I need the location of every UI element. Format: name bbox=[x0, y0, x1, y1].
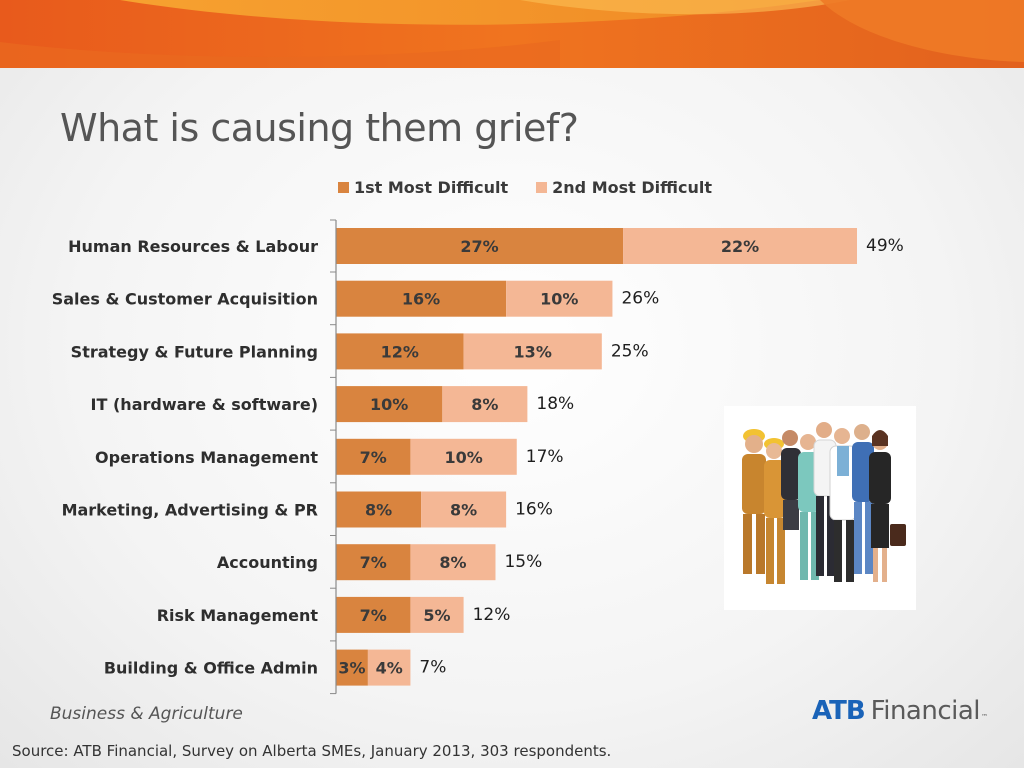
slide-title: What is causing them grief? bbox=[60, 106, 579, 150]
bar-segment-second-row-6 bbox=[421, 491, 507, 528]
bar-segment-second-row-8 bbox=[410, 596, 464, 633]
legend-swatch-first bbox=[338, 181, 349, 193]
segment-label-first-row-3: 12% bbox=[381, 342, 419, 361]
category-label-row-3: Strategy & Future Planning bbox=[71, 342, 318, 361]
group-of-workers-photo bbox=[724, 406, 916, 610]
bar-segment-second-row-1 bbox=[623, 228, 857, 264]
segment-label-second-row-4: 8% bbox=[471, 395, 498, 414]
segment-label-second-row-5: 10% bbox=[444, 448, 482, 467]
total-label-row-9: 7% bbox=[419, 658, 446, 678]
category-label-row-5: Operations Management bbox=[95, 448, 318, 467]
total-label-row-1: 49% bbox=[866, 236, 904, 256]
legend-item-second: 2nd Most Difficult bbox=[536, 178, 712, 197]
bar-segment-second-row-5 bbox=[410, 438, 517, 475]
legend-item-first: 1st Most Difficult bbox=[338, 178, 508, 197]
category-label-row-1: Human Resources & Labour bbox=[68, 237, 318, 256]
segment-label-second-row-8: 5% bbox=[423, 606, 450, 625]
bar-segment-second-row-9 bbox=[367, 649, 411, 686]
total-label-row-4: 18% bbox=[536, 394, 574, 414]
bar-segment-first-row-8 bbox=[336, 596, 411, 633]
chart-legend: 1st Most Difficult 2nd Most Difficult bbox=[338, 177, 740, 197]
bar-segment-first-row-6 bbox=[336, 491, 422, 528]
legend-label-first: 1st Most Difficult bbox=[354, 177, 509, 197]
segment-label-first-row-9: 3% bbox=[338, 659, 365, 678]
segment-label-first-row-1: 27% bbox=[460, 237, 498, 256]
total-label-row-7: 15% bbox=[504, 552, 542, 572]
total-label-row-8: 12% bbox=[473, 605, 511, 625]
segment-label-second-row-2: 10% bbox=[540, 290, 578, 309]
segment-label-second-row-1: 22% bbox=[721, 237, 759, 256]
bar-segment-second-row-2 bbox=[506, 280, 613, 317]
total-label-row-5: 17% bbox=[526, 447, 564, 467]
footer-business-agriculture: Business & Agriculture bbox=[50, 704, 243, 724]
total-label-row-6: 16% bbox=[515, 500, 553, 520]
segment-label-first-row-5: 7% bbox=[360, 448, 387, 467]
bar-segment-second-row-4 bbox=[442, 386, 528, 423]
segment-label-second-row-9: 4% bbox=[376, 659, 403, 678]
source-note: Source: ATB Financial, Survey on Alberta… bbox=[12, 742, 612, 760]
bar-segment-first-row-7 bbox=[336, 544, 411, 581]
category-label-row-2: Sales & Customer Acquisition bbox=[52, 290, 318, 309]
bar-segment-first-row-5 bbox=[336, 438, 411, 475]
bar-segment-first-row-4 bbox=[336, 386, 443, 423]
legend-label-second: 2nd Most Difficult bbox=[552, 177, 712, 197]
total-label-row-2: 26% bbox=[621, 289, 659, 309]
category-label-row-6: Marketing, Advertising & PR bbox=[62, 501, 318, 520]
category-label-row-7: Accounting bbox=[217, 553, 318, 572]
category-label-row-4: IT (hardware & software) bbox=[91, 395, 318, 414]
segment-label-second-row-3: 13% bbox=[514, 342, 552, 361]
bar-segment-first-row-2 bbox=[336, 280, 507, 317]
bar-segment-first-row-9 bbox=[336, 649, 368, 686]
segment-label-second-row-7: 8% bbox=[439, 553, 466, 572]
segment-label-first-row-7: 7% bbox=[360, 553, 387, 572]
segment-label-first-row-2: 16% bbox=[402, 290, 440, 309]
logo-trademark: ™ bbox=[981, 713, 989, 721]
total-label-row-3: 25% bbox=[611, 341, 649, 361]
atb-financial-logo: ATB Financial ™ bbox=[812, 696, 988, 726]
bar-segment-second-row-7 bbox=[410, 544, 496, 581]
segment-label-second-row-6: 8% bbox=[450, 501, 477, 520]
bar-segment-second-row-3 bbox=[463, 333, 602, 370]
category-label-row-9: Building & Office Admin bbox=[104, 659, 318, 678]
legend-swatch-second bbox=[536, 181, 548, 193]
logo-brand: ATB bbox=[812, 696, 866, 726]
bar-segment-first-row-3 bbox=[336, 333, 464, 370]
segment-label-first-row-8: 7% bbox=[360, 606, 387, 625]
segment-label-first-row-6: 8% bbox=[365, 501, 392, 520]
segment-label-first-row-4: 10% bbox=[370, 395, 408, 414]
category-label-row-8: Risk Management bbox=[157, 606, 319, 625]
top-banner bbox=[0, 0, 1024, 68]
bar-segment-first-row-1 bbox=[336, 228, 624, 264]
logo-name: Financial bbox=[870, 696, 981, 726]
